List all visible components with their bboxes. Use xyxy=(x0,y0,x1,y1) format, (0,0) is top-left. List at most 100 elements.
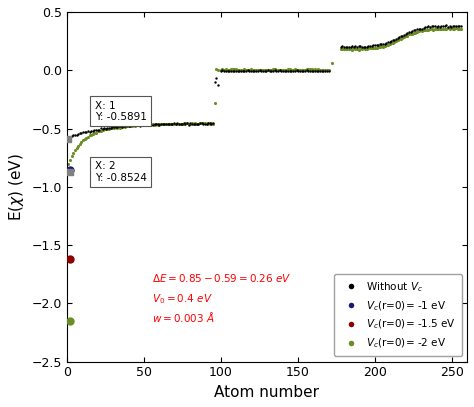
Point xyxy=(78,130,85,136)
Point xyxy=(383,39,390,46)
Point xyxy=(316,67,324,73)
Point xyxy=(410,30,418,37)
Point xyxy=(397,35,405,42)
Point xyxy=(99,127,106,133)
Point xyxy=(87,128,95,135)
Point xyxy=(454,26,462,32)
Point xyxy=(133,122,140,128)
Point xyxy=(436,25,444,32)
Point xyxy=(95,126,103,133)
Point xyxy=(457,26,465,32)
Point xyxy=(141,121,149,128)
Point xyxy=(391,38,398,45)
Point xyxy=(384,42,392,48)
Point xyxy=(301,66,309,73)
Point xyxy=(296,68,304,74)
Point xyxy=(159,121,166,127)
Point xyxy=(370,42,377,48)
Point xyxy=(146,121,154,128)
Point xyxy=(74,143,82,150)
Point xyxy=(269,66,277,72)
Point xyxy=(82,135,90,141)
Point xyxy=(123,123,131,129)
Point xyxy=(241,68,248,74)
Point xyxy=(188,120,196,127)
Point xyxy=(196,120,204,127)
Point xyxy=(76,130,83,137)
Point xyxy=(92,129,100,136)
Point xyxy=(182,120,189,127)
Point xyxy=(311,66,319,72)
Point xyxy=(180,120,188,127)
Point xyxy=(131,123,139,129)
Point xyxy=(254,68,262,74)
X-axis label: Atom number: Atom number xyxy=(214,385,319,400)
Point xyxy=(449,23,456,29)
Point xyxy=(89,127,97,134)
Point xyxy=(266,67,273,74)
Point xyxy=(310,67,317,73)
Point xyxy=(147,121,155,127)
Point xyxy=(232,68,240,74)
Point xyxy=(304,66,312,72)
Point xyxy=(366,43,374,49)
Point xyxy=(94,127,101,133)
Point xyxy=(264,67,272,74)
Point xyxy=(230,66,238,73)
Point xyxy=(173,120,181,127)
Point xyxy=(279,68,287,74)
Point xyxy=(413,26,421,32)
Point xyxy=(368,42,375,49)
Point xyxy=(298,66,305,73)
Point xyxy=(318,67,326,73)
Point xyxy=(237,68,245,74)
Point xyxy=(187,120,194,127)
Point xyxy=(418,27,426,34)
Point xyxy=(200,120,207,127)
Point xyxy=(79,137,87,143)
Point xyxy=(222,68,229,74)
Point xyxy=(294,68,302,74)
Text: X: 1
Y: -0.5891: X: 1 Y: -0.5891 xyxy=(95,101,146,122)
Point xyxy=(204,120,212,127)
Point xyxy=(374,44,382,50)
Point xyxy=(79,129,87,136)
Point xyxy=(244,67,252,73)
Point xyxy=(308,66,316,72)
Point xyxy=(123,122,131,129)
Point xyxy=(300,67,307,73)
Point xyxy=(100,126,108,132)
Point xyxy=(387,40,395,46)
Point xyxy=(198,120,206,127)
Point xyxy=(429,26,437,33)
Point xyxy=(64,160,72,167)
Point xyxy=(154,122,162,128)
Point xyxy=(151,122,158,128)
Point xyxy=(407,28,414,35)
Point xyxy=(447,25,455,31)
Point xyxy=(224,68,231,74)
Point xyxy=(81,136,89,142)
Point xyxy=(64,136,72,142)
Point xyxy=(271,66,278,72)
Point xyxy=(392,36,400,43)
Point xyxy=(251,67,258,73)
Point xyxy=(144,122,152,128)
Point xyxy=(443,22,450,28)
Point xyxy=(313,68,320,74)
Point xyxy=(426,26,434,33)
Point xyxy=(352,45,359,52)
Point xyxy=(434,23,442,29)
Point xyxy=(344,46,351,53)
Point xyxy=(146,121,154,128)
Point xyxy=(246,66,253,73)
Point xyxy=(234,66,241,73)
Point xyxy=(278,68,285,74)
Point xyxy=(328,60,336,66)
Point xyxy=(452,25,460,32)
Point xyxy=(286,66,293,72)
Point xyxy=(139,122,147,128)
Point xyxy=(376,44,383,50)
Point xyxy=(431,23,439,30)
Point xyxy=(201,120,209,127)
